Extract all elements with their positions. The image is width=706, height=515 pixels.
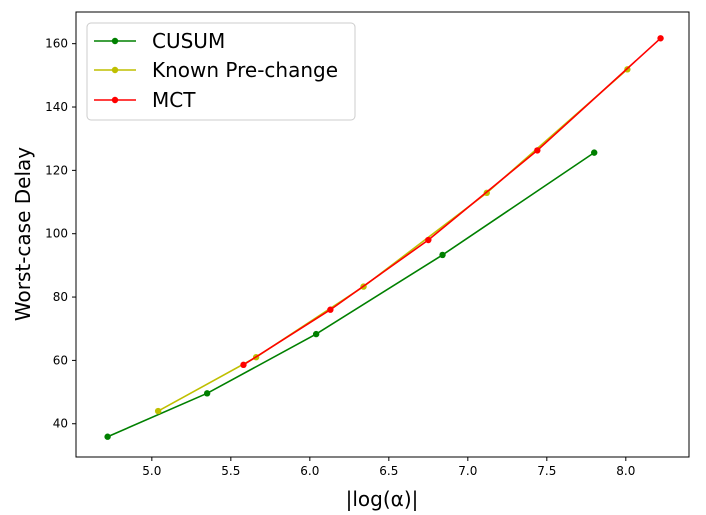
legend-box — [86, 22, 356, 121]
data-point-mct — [327, 306, 334, 313]
y-axis-ticks: 40 60 80 100 120 140 160 — [45, 37, 76, 431]
series-cusum — [104, 149, 598, 440]
legend-item-known-pre-change: Known Pre-change — [94, 58, 338, 82]
x-tick-label: 7.0 — [458, 464, 477, 478]
legend-label: MCT — [152, 88, 196, 112]
legend-label: Known Pre-change — [152, 58, 338, 82]
plot-frame — [75, 11, 690, 458]
y-tick-label: 40 — [53, 417, 68, 431]
x-tick-label: 8.0 — [616, 464, 635, 478]
y-tick-label: 160 — [45, 37, 68, 51]
legend-swatch-marker — [111, 96, 119, 104]
legend-item-cusum: CUSUM — [94, 29, 225, 53]
x-tick-label: 6.5 — [379, 464, 398, 478]
x-tick-label: 5.5 — [221, 464, 240, 478]
x-tick-label: 5.0 — [142, 464, 161, 478]
data-point-cusum — [591, 149, 598, 156]
legend-swatch-marker — [111, 66, 119, 74]
y-tick-label: 140 — [45, 100, 68, 114]
data-point-mct — [657, 35, 664, 42]
data-point-mct — [534, 147, 541, 154]
y-axis-label: Worst-case Delay — [11, 147, 35, 321]
data-point-known-pre-change — [154, 407, 162, 415]
series-layer — [104, 35, 664, 440]
x-tick-label: 7.5 — [537, 464, 556, 478]
data-point-mct — [240, 361, 247, 369]
x-axis-label: |log(α)| — [346, 487, 419, 511]
y-tick-label: 60 — [53, 353, 68, 367]
x-axis-ticks: 5.0 5.5 6.0 6.5 7.0 7.5 8.0 — [142, 457, 635, 478]
legend-swatch-marker — [111, 37, 119, 45]
series-mct — [240, 35, 664, 369]
y-tick-label: 80 — [53, 290, 68, 304]
legend-label: CUSUM — [152, 29, 225, 53]
data-point-cusum — [312, 330, 320, 338]
legend: CUSUM Known Pre-change MCT — [86, 22, 356, 121]
y-tick-label: 100 — [45, 227, 68, 241]
data-point-cusum — [439, 251, 446, 259]
data-point-cusum — [203, 390, 211, 397]
data-point-cusum — [104, 433, 111, 440]
x-tick-label: 6.0 — [300, 464, 319, 478]
data-point-mct — [425, 236, 432, 244]
y-tick-label: 120 — [45, 163, 68, 177]
legend-item-mct: MCT — [94, 88, 196, 112]
